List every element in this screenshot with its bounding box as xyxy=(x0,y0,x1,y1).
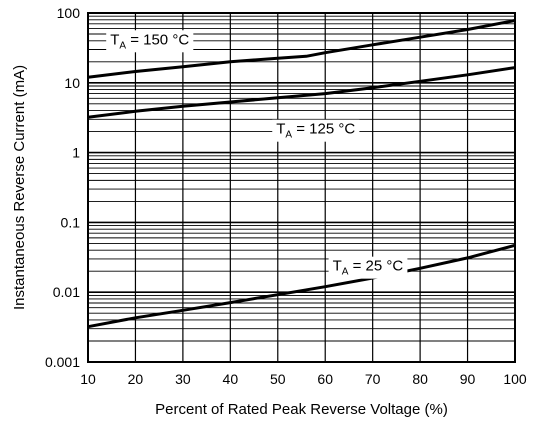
series-line xyxy=(87,243,516,329)
series-layer xyxy=(87,19,516,329)
annotation-background xyxy=(106,30,194,53)
x-tick-label: 20 xyxy=(128,371,144,387)
y-tick-labels: 0.001 0.01 0.1 1 10 100 xyxy=(45,5,80,370)
x-tick-label: 100 xyxy=(503,371,527,387)
y-tick-label: 100 xyxy=(57,5,81,21)
y-tick-label: 1 xyxy=(72,145,80,161)
curve-annotation: TA = 150 °C xyxy=(106,30,194,53)
x-axis-title: Percent of Rated Peak Reverse Voltage (%… xyxy=(155,401,448,418)
major-gridlines xyxy=(87,12,516,363)
annotation-layer: TA = 150 °C TA = 125 °C TA = 25 °C xyxy=(106,30,408,279)
x-tick-label: 40 xyxy=(223,371,239,387)
plot-frame xyxy=(87,12,516,363)
x-tick-label: 90 xyxy=(460,371,476,387)
y-tick-label: 0.01 xyxy=(53,284,80,300)
curve-annotation: TA = 125 °C xyxy=(272,119,360,142)
y-tick-label: 0.1 xyxy=(61,214,81,230)
x-tick-labels: 10 20 30 40 50 60 70 80 90 100 xyxy=(80,371,527,387)
x-tick-label: 70 xyxy=(365,371,381,387)
annotation-label: TA = 125 °C xyxy=(276,121,355,141)
x-tick-label: 50 xyxy=(270,371,286,387)
x-tick-label: 30 xyxy=(175,371,191,387)
x-tick-label: 80 xyxy=(412,371,428,387)
x-tick-label: 10 xyxy=(80,371,96,387)
curve-annotation: TA = 25 °C xyxy=(328,256,408,279)
annotation-background xyxy=(272,119,360,142)
annotation-background xyxy=(328,256,408,279)
annotation-label: TA = 25 °C xyxy=(333,258,404,278)
y-tick-label: 0.001 xyxy=(45,354,80,370)
x-tick-label: 60 xyxy=(317,371,333,387)
y-tick-label: 10 xyxy=(64,75,80,91)
series-line xyxy=(87,19,516,79)
annotation-label: TA = 150 °C xyxy=(110,31,189,51)
y-axis-title: Instantaneous Reverse Current (mA) xyxy=(11,65,28,310)
series-line xyxy=(87,66,516,119)
